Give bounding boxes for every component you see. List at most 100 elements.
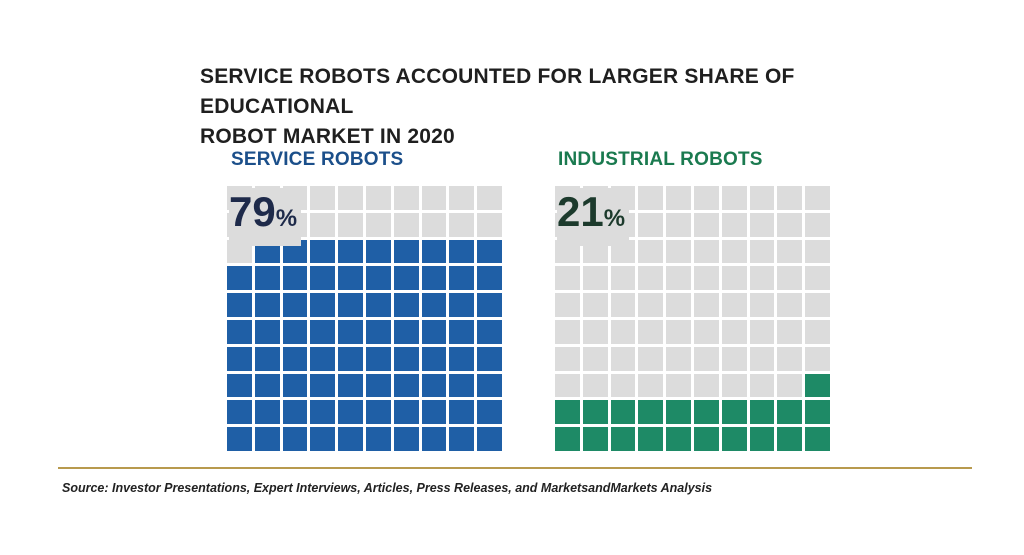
industrial-robots-waffle	[555, 186, 830, 451]
service-cell-filled	[310, 293, 336, 317]
service-cell-filled	[227, 373, 252, 398]
industrial-cell-empty	[777, 346, 803, 371]
industrial-cell-empty	[777, 239, 803, 264]
industrial-cell-filled	[805, 400, 830, 425]
industrial-cell-empty	[749, 293, 775, 317]
industrial-cell-empty	[805, 320, 830, 344]
industrial-robots-label: INDUSTRIAL ROBOTS	[558, 149, 763, 170]
industrial-cell-empty	[555, 346, 580, 371]
industrial-cell-empty	[638, 373, 664, 398]
service-cell-filled	[310, 373, 336, 398]
service-cell-filled	[338, 400, 363, 425]
service-cell-filled	[338, 293, 363, 317]
industrial-cell-filled	[666, 400, 691, 425]
service-cell-filled	[477, 266, 502, 291]
industrial-cell-empty	[694, 373, 719, 398]
service-cell-filled	[366, 400, 391, 425]
service-cell-filled	[282, 346, 308, 371]
service-cell-filled	[282, 400, 308, 425]
service-cell-filled	[282, 293, 308, 317]
service-cell-filled	[282, 427, 308, 451]
industrial-cell-empty	[666, 186, 691, 210]
service-robots-label: SERVICE ROBOTS	[231, 149, 404, 170]
industrial-cell-empty	[666, 293, 691, 317]
service-cell-filled	[227, 346, 252, 371]
service-cell-filled	[338, 320, 363, 344]
service-cell-filled	[393, 320, 419, 344]
service-cell-filled	[338, 346, 363, 371]
industrial-cell-empty	[805, 186, 830, 210]
industrial-cell-filled	[721, 400, 747, 425]
service-cell-filled	[421, 293, 447, 317]
industrial-cell-empty	[610, 346, 636, 371]
service-cell-empty	[338, 186, 363, 210]
service-cell-filled	[449, 373, 475, 398]
chart-title-line-2: ROBOT MARKET IN 2020	[200, 125, 455, 148]
industrial-cell-filled	[694, 400, 719, 425]
industrial-cell-empty	[666, 346, 691, 371]
service-cell-filled	[254, 373, 280, 398]
service-cell-filled	[449, 266, 475, 291]
service-cell-filled	[310, 427, 336, 451]
industrial-cell-empty	[582, 320, 608, 344]
industrial-percent-label: 21%	[557, 188, 630, 246]
service-cell-filled	[227, 400, 252, 425]
service-cell-filled	[393, 346, 419, 371]
service-cell-filled	[227, 427, 252, 451]
service-cell-filled	[421, 266, 447, 291]
service-cell-filled	[393, 239, 419, 264]
service-cell-filled	[366, 373, 391, 398]
service-cell-filled	[393, 293, 419, 317]
industrial-cell-filled	[582, 427, 608, 451]
service-cell-filled	[477, 427, 502, 451]
industrial-cell-filled	[749, 427, 775, 451]
industrial-cell-empty	[582, 266, 608, 291]
industrial-cell-empty	[777, 186, 803, 210]
service-cell-filled	[421, 239, 447, 264]
service-cell-filled	[227, 320, 252, 344]
industrial-cell-empty	[721, 266, 747, 291]
industrial-cell-empty	[638, 212, 664, 237]
industrial-cell-filled	[610, 400, 636, 425]
industrial-cell-filled	[721, 427, 747, 451]
service-cell-filled	[227, 266, 252, 291]
service-cell-filled	[477, 373, 502, 398]
chart-title-line-1: SERVICE ROBOTS ACCOUNTED FOR LARGER SHAR…	[200, 65, 795, 118]
source-note: Source: Investor Presentations, Expert I…	[62, 481, 713, 495]
industrial-cell-empty	[694, 320, 719, 344]
industrial-cell-empty	[694, 346, 719, 371]
service-cell-filled	[282, 373, 308, 398]
service-cell-filled	[449, 320, 475, 344]
service-cell-filled	[421, 400, 447, 425]
industrial-cell-empty	[638, 346, 664, 371]
industrial-cell-empty	[582, 346, 608, 371]
industrial-cell-empty	[749, 186, 775, 210]
industrial-cell-empty	[721, 239, 747, 264]
service-cell-empty	[449, 212, 475, 237]
industrial-cell-empty	[666, 212, 691, 237]
service-cell-empty	[310, 186, 336, 210]
industrial-cell-empty	[805, 293, 830, 317]
service-cell-filled	[449, 239, 475, 264]
industrial-cell-empty	[610, 373, 636, 398]
industrial-cell-filled	[582, 400, 608, 425]
industrial-cell-empty	[777, 266, 803, 291]
industrial-cell-empty	[805, 266, 830, 291]
industrial-cell-empty	[582, 373, 608, 398]
service-cell-filled	[338, 427, 363, 451]
service-cell-filled	[366, 427, 391, 451]
industrial-cell-empty	[610, 293, 636, 317]
industrial-cell-empty	[749, 346, 775, 371]
industrial-cell-empty	[749, 212, 775, 237]
industrial-cell-filled	[777, 427, 803, 451]
industrial-cell-filled	[555, 427, 580, 451]
industrial-cell-empty	[582, 293, 608, 317]
industrial-cell-empty	[749, 266, 775, 291]
industrial-cell-empty	[694, 212, 719, 237]
service-cell-filled	[254, 427, 280, 451]
service-cell-filled	[449, 400, 475, 425]
service-cell-filled	[421, 373, 447, 398]
service-cell-empty	[477, 212, 502, 237]
industrial-cell-empty	[638, 293, 664, 317]
industrial-cell-empty	[694, 186, 719, 210]
